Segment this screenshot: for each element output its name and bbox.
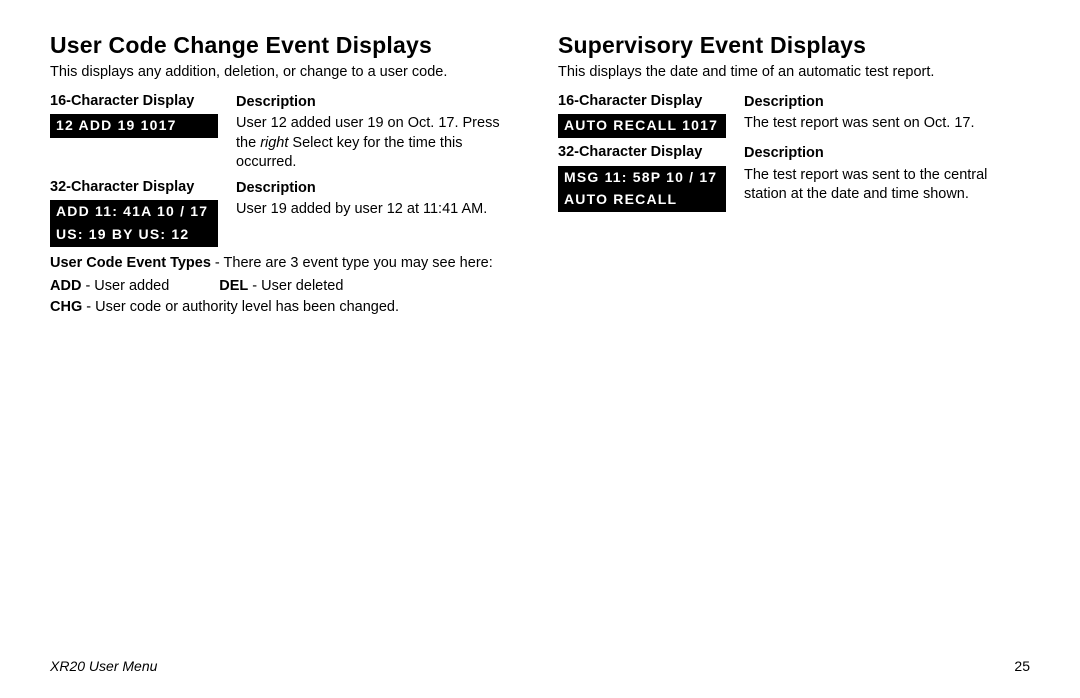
event-type-chg-text: - User code or authority level has been … [82,299,399,315]
event-type-add-text: - User added [81,278,169,294]
right-32-display-cell: MSG 11: 58P 10 / 17 AUTO RECALL [558,166,726,213]
left-32-desc: User 19 added by user 12 at 11:41 AM. [236,200,522,220]
footer-left: XR20 User Menu [50,658,157,674]
right-16-desc: The test report was sent on Oct. 17. [744,114,1030,134]
event-types-lead: User Code Event Types - There are 3 even… [50,253,522,274]
two-column-layout: User Code Change Event Displays This dis… [50,32,1030,318]
left-32-row: ADD 11: 41A 10 / 17 US: 19 BY US: 12 Use… [50,200,522,247]
page-footer: XR20 User Menu 25 [50,658,1030,674]
left-title: User Code Change Event Displays [50,32,522,59]
right-column: Supervisory Event Displays This displays… [558,32,1030,318]
event-types-lead-rest: - There are 3 event type you may see her… [211,255,493,271]
left-16-desc-b: right [260,135,288,151]
right-title: Supervisory Event Displays [558,32,1030,59]
event-type-chg: CHG - User code or authority level has b… [50,297,522,318]
left-16-row: 12 ADD 19 1017 User 12 added user 19 on … [50,114,522,173]
footer-page-number: 25 [1014,658,1030,674]
right-16-display-box: AUTO RECALL 1017 [558,114,726,138]
left-16-header-display: 16-Character Display [50,93,218,109]
right-16-header-row: 16-Character Display Description [558,93,1030,113]
event-type-add-bold: ADD [50,278,81,294]
event-type-chg-bold: CHG [50,299,82,315]
footer-product: XR20 [50,658,85,674]
left-32-header-display: 32-Character Display [50,179,218,195]
left-32-display-box-line1: ADD 11: 41A 10 / 17 [50,200,218,224]
left-16-header-desc: Description [236,93,522,113]
footer-menu: User Menu [85,658,157,674]
event-type-del-bold: DEL [219,278,248,294]
right-32-header-desc: Description [744,144,1030,164]
event-types-lead-bold: User Code Event Types [50,255,211,271]
right-intro: This displays the date and time of an au… [558,63,1030,83]
left-intro: This displays any addition, deletion, or… [50,63,522,83]
event-types-inline: ADD - User added DEL - User deleted [50,276,522,297]
right-32-row: MSG 11: 58P 10 / 17 AUTO RECALL The test… [558,166,1030,213]
right-16-header-desc: Description [744,93,1030,113]
event-types-block: User Code Event Types - There are 3 even… [50,253,522,318]
right-32-header-row: 32-Character Display Description [558,144,1030,164]
left-16-header-row: 16-Character Display Description [50,93,522,113]
right-16-header-display: 16-Character Display [558,93,726,109]
right-32-display-box-line2: AUTO RECALL [558,188,726,212]
right-16-row: AUTO RECALL 1017 The test report was sen… [558,114,1030,138]
left-32-header-desc: Description [236,179,522,199]
right-32-display-box-line1: MSG 11: 58P 10 / 17 [558,166,726,190]
event-type-add: ADD - User added [50,276,169,297]
event-type-del-text: - User deleted [248,278,343,294]
left-32-display-cell: ADD 11: 41A 10 / 17 US: 19 BY US: 12 [50,200,218,247]
left-16-desc: User 12 added user 19 on Oct. 17. Press … [236,114,522,173]
event-type-del: DEL - User deleted [219,276,343,297]
left-32-display-box-line2: US: 19 BY US: 12 [50,223,218,247]
right-32-desc: The test report was sent to the central … [744,166,1030,205]
left-16-display-box: 12 ADD 19 1017 [50,114,218,138]
left-16-display-cell: 12 ADD 19 1017 [50,114,218,138]
right-16-display-cell: AUTO RECALL 1017 [558,114,726,138]
left-column: User Code Change Event Displays This dis… [50,32,522,318]
right-32-header-display: 32-Character Display [558,144,726,160]
left-32-header-row: 32-Character Display Description [50,179,522,199]
